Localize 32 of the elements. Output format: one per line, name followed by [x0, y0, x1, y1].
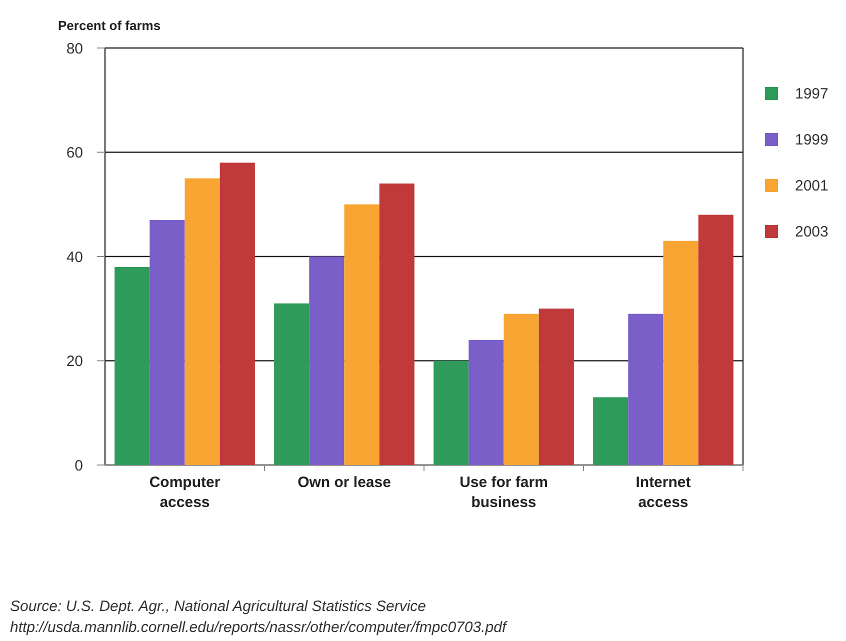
x-tick-label: Internet access	[636, 474, 691, 511]
y-tick-label: 20	[66, 353, 83, 370]
bar	[698, 214, 734, 465]
bar	[220, 162, 255, 465]
y-axis-title: Percent of farms	[58, 18, 161, 33]
bar	[468, 340, 504, 465]
y-tick-label: 40	[66, 248, 83, 266]
bar	[309, 256, 344, 465]
text: http://usda.mannlib.cornell.edu/reports/nassr/other/computer/fmpc0703.pdf	[10, 619, 508, 636]
bar	[434, 360, 469, 465]
x-tick-label: Own or lease	[298, 474, 391, 491]
bar	[504, 314, 539, 465]
y-tick-label: 0	[74, 457, 83, 474]
x-tick-label: Use for farm business	[460, 474, 548, 511]
legend-label: 1997	[795, 85, 828, 102]
legend-label: 2003	[795, 223, 828, 240]
bar	[538, 308, 574, 465]
bar	[628, 314, 664, 465]
y-tick-label: 60	[66, 144, 83, 162]
x-tick-label: Computer access	[149, 474, 220, 511]
bar	[114, 266, 150, 465]
bar	[184, 178, 220, 465]
bar	[379, 184, 414, 465]
bar	[150, 220, 185, 465]
legend-label: 1999	[795, 131, 828, 148]
bar	[663, 240, 698, 465]
legend-label: 2001	[795, 177, 828, 194]
source-note: Source: U.S. Dept. Agr., National Agricultural Statistics Service	[10, 598, 426, 615]
bar	[344, 204, 380, 465]
y-tick-label: 80	[66, 40, 83, 58]
bar	[274, 303, 310, 465]
bar	[593, 397, 628, 465]
